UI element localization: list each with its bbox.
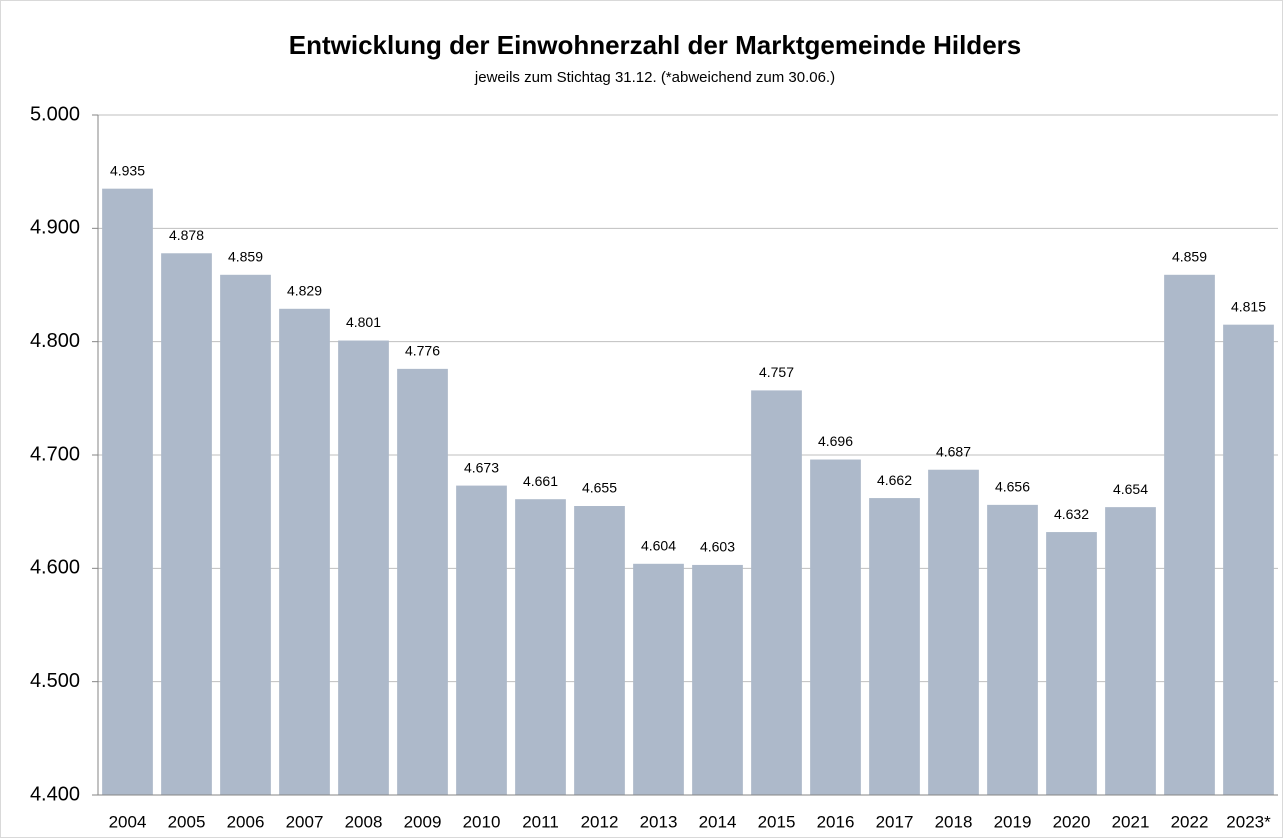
value-label: 4.757 bbox=[759, 364, 794, 380]
x-tick-label: 2023* bbox=[1226, 812, 1271, 831]
y-tick-label: 4.700 bbox=[30, 443, 80, 465]
x-tick-label: 2017 bbox=[876, 812, 914, 831]
value-label: 4.776 bbox=[405, 343, 440, 359]
bar bbox=[751, 390, 802, 795]
x-tick-label: 2012 bbox=[581, 812, 619, 831]
x-tick-label: 2007 bbox=[286, 812, 324, 831]
x-tick-label: 2022 bbox=[1171, 812, 1209, 831]
x-tick-label: 2014 bbox=[699, 812, 737, 831]
value-label: 4.859 bbox=[1172, 249, 1207, 265]
x-tick-label: 2013 bbox=[640, 812, 678, 831]
bar bbox=[1046, 532, 1097, 795]
value-label: 4.687 bbox=[936, 443, 971, 459]
x-tick-label: 2018 bbox=[935, 812, 973, 831]
value-label: 4.656 bbox=[995, 479, 1030, 495]
y-tick-label: 4.500 bbox=[30, 670, 80, 692]
chart-title: Entwicklung der Einwohnerzahl der Marktg… bbox=[289, 30, 1021, 60]
value-label: 4.829 bbox=[287, 283, 322, 299]
bar bbox=[928, 469, 979, 795]
value-label: 4.654 bbox=[1113, 481, 1148, 497]
bar bbox=[220, 274, 271, 795]
y-tick-label: 4.900 bbox=[30, 217, 80, 239]
x-tick-label: 2006 bbox=[227, 812, 265, 831]
x-tick-label: 2021 bbox=[1112, 812, 1150, 831]
bar bbox=[397, 368, 448, 795]
bar bbox=[1223, 324, 1274, 795]
value-label: 4.935 bbox=[110, 162, 145, 178]
bar bbox=[987, 504, 1038, 795]
bar bbox=[279, 308, 330, 795]
x-tick-label: 2015 bbox=[758, 812, 796, 831]
bar bbox=[692, 564, 743, 795]
x-tick-label: 2019 bbox=[994, 812, 1032, 831]
bar bbox=[1105, 507, 1156, 795]
bar bbox=[338, 340, 389, 795]
bar bbox=[574, 506, 625, 795]
value-label: 4.661 bbox=[523, 473, 558, 489]
x-tick-label: 2004 bbox=[109, 812, 147, 831]
chart-subtitle: jeweils zum Stichtag 31.12. (*abweichend… bbox=[474, 69, 835, 86]
bar bbox=[810, 459, 861, 795]
bar bbox=[1164, 274, 1215, 795]
value-label: 4.655 bbox=[582, 480, 617, 496]
value-label: 4.603 bbox=[700, 539, 735, 555]
y-tick-label: 5.000 bbox=[30, 103, 80, 125]
bar bbox=[161, 253, 212, 795]
value-label: 4.604 bbox=[641, 538, 676, 554]
value-label: 4.673 bbox=[464, 459, 499, 475]
value-label: 4.878 bbox=[169, 227, 204, 243]
bar bbox=[869, 498, 920, 795]
x-tick-label: 2005 bbox=[168, 812, 206, 831]
y-tick-label: 4.400 bbox=[30, 783, 80, 805]
value-label: 4.801 bbox=[346, 314, 381, 330]
value-label: 4.696 bbox=[818, 433, 853, 449]
bar bbox=[102, 188, 153, 795]
value-label: 4.662 bbox=[877, 472, 912, 488]
value-label: 4.859 bbox=[228, 249, 263, 265]
bar bbox=[515, 499, 566, 795]
value-label: 4.632 bbox=[1054, 506, 1089, 522]
x-tick-label: 2016 bbox=[817, 812, 855, 831]
bar bbox=[456, 485, 507, 795]
x-tick-label: 2008 bbox=[345, 812, 383, 831]
y-tick-label: 4.600 bbox=[30, 557, 80, 579]
x-tick-label: 2020 bbox=[1053, 812, 1091, 831]
bar bbox=[633, 563, 684, 795]
x-tick-label: 2010 bbox=[463, 812, 501, 831]
value-label: 4.815 bbox=[1231, 298, 1266, 314]
y-tick-label: 4.800 bbox=[30, 330, 80, 352]
x-tick-label: 2011 bbox=[522, 812, 559, 831]
x-tick-label: 2009 bbox=[404, 812, 442, 831]
